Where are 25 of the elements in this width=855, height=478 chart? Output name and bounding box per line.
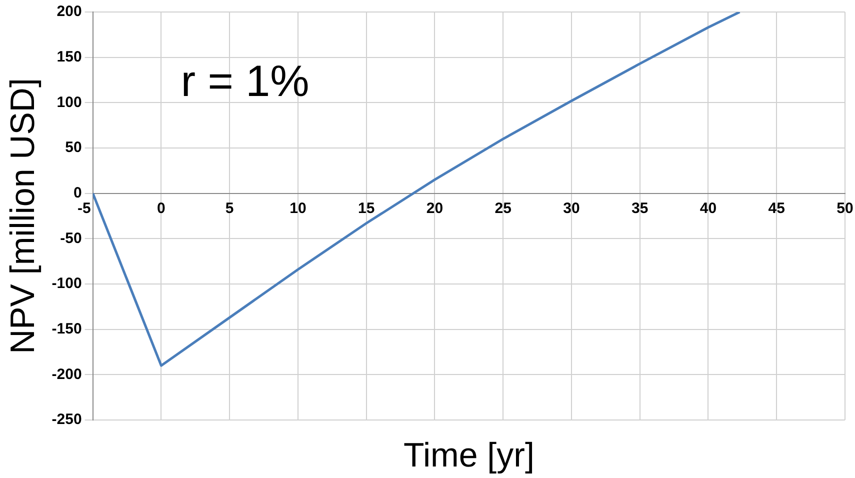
y-tick-label: -50 (60, 230, 82, 247)
y-tick-label: 200 (56, 3, 82, 20)
y-tick-label: -150 (52, 320, 82, 338)
x-tick-label: 0 (157, 200, 166, 217)
y-tick-label: 50 (65, 139, 82, 156)
x-tick-label: 15 (358, 200, 375, 217)
x-tick-label: 30 (563, 200, 580, 217)
x-axis-title: Time [yr] (403, 436, 534, 474)
x-tick-label: 10 (290, 200, 306, 217)
y-axis-title: NPV [million USD] (4, 78, 42, 354)
y-tick-label: 150 (56, 48, 82, 66)
y-tick-label: -250 (52, 411, 82, 428)
x-tick-label: 5 (225, 200, 234, 217)
y-tick-label: -100 (52, 275, 82, 292)
x-tick-label: -5 (77, 200, 91, 217)
x-tick-label: 50 (836, 200, 854, 217)
x-tick-label: 35 (632, 200, 648, 217)
x-tick-label: 40 (700, 200, 717, 217)
y-tick-label: 0 (73, 184, 82, 202)
x-tick-label: 20 (426, 200, 444, 217)
x-tick-label: 45 (768, 200, 785, 217)
annotation: r = 1% (180, 57, 310, 106)
y-tick-label: -200 (52, 366, 82, 383)
x-tick-label: 25 (494, 200, 512, 217)
y-tick-label: 100 (56, 94, 82, 111)
